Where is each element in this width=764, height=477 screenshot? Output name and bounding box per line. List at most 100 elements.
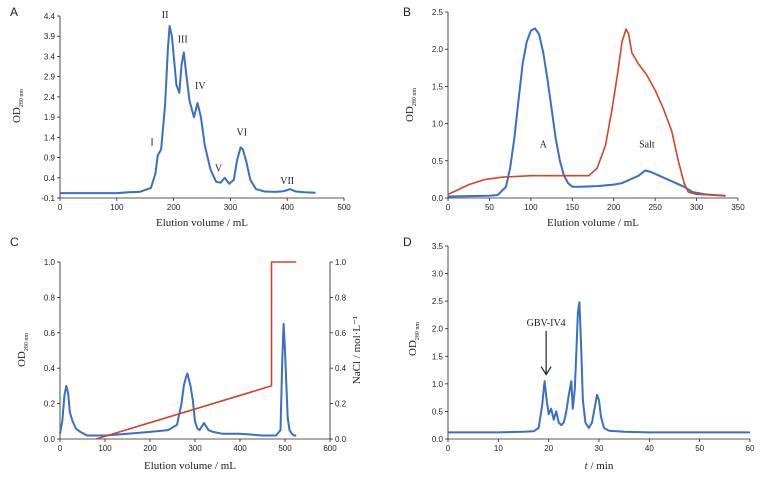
panel-a-xlabel: Elution volume / mL [156,217,248,229]
panel-d-x-tick-label: 60 [746,444,755,453]
panel-c-x-tick-label: 200 [143,444,157,453]
panel-c-y-tick-label: 0.4 [44,364,56,373]
panel-a-y-tick-label: -0.1 [41,194,55,203]
panel-a-letter: A [10,5,18,19]
panel-d-x-tick-label: 10 [494,444,503,453]
panel-c: C 0 100 200 300 400 500 6000.00.20.40.60.81.00… [10,235,363,472]
panel-d-x-tick-label: 20 [544,444,553,453]
panel-b-series-salt [447,28,726,197]
panel-a-x-tick-label: 100 [110,203,124,212]
panel-a-annotation: I [150,137,153,148]
panel-a-y-tick-label: 2.4 [44,93,56,102]
panel-a-x-tick-label: 0 [58,203,63,212]
panel-d-ylabel: OD280 nm [407,322,421,356]
panel-d-series-od280 [448,301,750,434]
panel-d-y-tick-label: 0.5 [432,407,444,416]
panel-b-series-a [447,27,726,198]
panel-a-plot: 0 100 200 300 400 500 -0.1 0.4 0.9 1.4 1.9 2.4 2.9 3.… [41,10,351,212]
panel-b-y-tick-label: 0.0 [432,194,444,203]
panel-c-xlabel: Elution volume / mL [144,460,236,472]
panel-c-x-tick-label: 300 [188,444,202,453]
panel-c-y2-tick-label: 1.0 [335,258,347,267]
panel-a-y-tick-label: 1.4 [44,133,56,142]
panel-d-annotation-arrow-head [540,366,552,376]
panel-b-x-tick-label: 350 [731,203,745,212]
panel-a-y-tick-label: 3.9 [44,32,56,41]
panel-a-annotation: III [178,34,188,45]
panel-b-x-tick-label: 100 [524,203,538,212]
panel-b-xlabel: Elution volume / mL [547,217,639,229]
panel-d-plot: 0 10 20 30 40 50 60 0.0 0.5 1.0 1.5 2.0 2.5 3.0 3.5 GBV… [432,242,755,453]
panel-b-x-tick-label: 50 [485,203,494,212]
panel-a-x-tick-label: 200 [167,203,181,212]
panel-d-y-tick-label: 2.5 [432,297,444,306]
panel-a-y-tick-label: 1.9 [44,113,56,122]
panel-d: D 0 10 20 30 40 50 60 0.0 0.5 1.0 1.5 2.0 2.5 3.0 3.5 G… [403,235,755,472]
panel-a-y-tick-label: 2.9 [44,73,56,82]
panel-c-ylabel: OD280 nm [16,333,30,367]
panel-a-x-tick-label: 400 [281,203,295,212]
panel-b-x-tick-label: 300 [690,203,704,212]
panel-d-x-tick-label: 50 [695,444,704,453]
panel-c-y2label: NaCl / mol·L⁻¹ [351,316,363,384]
panel-c-y2-tick-label: 0.0 [335,435,347,444]
panel-a-y-tick-label: 4.4 [44,12,56,21]
panel-d-y-tick-label: 0.0 [432,435,444,444]
panel-c-y2-tick-label: 0.8 [335,293,347,302]
panel-c-y-tick-label: 0.6 [44,329,56,338]
panel-b-y-tick-label: 1.5 [432,82,444,91]
panel-a: A 0 100 200 300 400 500 -0.1 0.4 0.9 1.4 1.9 2.4 2.9… [10,5,351,229]
panel-c-x-tick-label: 0 [58,444,63,453]
panel-b-plot: 0 50 100 150 200 250 300 350 0.0 0.5 1.0 1.5 2.0 2.5 A… [432,8,745,212]
panel-d-letter: D [403,235,412,249]
panel-d-x-tick-label: 40 [645,444,654,453]
panel-d-y-tick-label: 3.5 [432,242,444,251]
panel-a-annotation: VII [280,176,294,187]
panel-a-annotation: V [215,164,223,175]
panel-a-annotation: VI [236,127,247,138]
panel-a-y-tick-label: 0.9 [44,154,56,163]
panel-b-annotation: A [540,139,548,150]
panel-d-xlabel: t / min [585,460,614,472]
panel-b: B 0 50 100 150 200 250 300 350 0.0 0.5 1.0 1.5 2.0 2.… [403,5,745,229]
panel-a-x-tick-label: 500 [337,203,351,212]
panel-b-ylabel: OD280 nm [404,88,418,122]
panel-b-y-tick-label: 1.0 [432,120,444,129]
panel-c-y2-tick-label: 0.2 [335,400,347,409]
panel-d-x-tick-label: 0 [446,444,451,453]
panel-c-letter: C [10,235,19,249]
panel-b-x-tick-label: 150 [566,203,580,212]
panel-c-y-tick-label: 0.2 [44,400,56,409]
panel-c-plot: 0 100 200 300 400 500 6000.00.20.40.60.81.00.0… [44,258,347,453]
panel-d-annotation: GBV-IV4 [527,318,566,329]
panel-a-series-od280 [60,25,316,195]
panel-c-x-tick-label: 500 [278,444,292,453]
panel-a-ylabel: OD280 nm [11,89,25,123]
panel-b-x-tick-label: 200 [607,203,621,212]
panel-a-x-tick-label: 300 [224,203,238,212]
panel-d-y-tick-label: 2.0 [432,325,444,334]
panel-c-x-tick-label: 600 [323,444,337,453]
panel-c-y-tick-label: 0.0 [44,435,56,444]
panel-c-x-tick-label: 100 [98,444,112,453]
panel-a-annotation: II [162,10,169,21]
panel-c-y-tick-label: 1.0 [44,258,56,267]
panel-b-annotation: Salt [639,139,655,150]
panel-d-y-tick-label: 1.5 [432,352,444,361]
panel-b-x-tick-label: 250 [648,203,662,212]
panel-a-annotation: IV [195,81,206,92]
panel-b-x-tick-label: 0 [446,203,451,212]
panel-c-series-od280 [59,322,297,437]
panel-c-y-tick-label: 0.8 [44,293,56,302]
panel-b-y-tick-label: 2.0 [432,45,444,54]
panel-b-y-tick-label: 2.5 [432,8,444,17]
panel-d-x-tick-label: 30 [595,444,604,453]
panel-b-y-tick-label: 0.5 [432,157,444,166]
panel-c-y2-tick-label: 0.4 [335,364,347,373]
panel-c-y2-tick-label: 0.6 [335,329,347,338]
panel-b-letter: B [403,5,411,19]
panel-d-y-tick-label: 3.0 [432,270,444,279]
panel-a-y-tick-label: 3.4 [44,52,56,61]
panel-c-series-nacl [95,261,297,440]
